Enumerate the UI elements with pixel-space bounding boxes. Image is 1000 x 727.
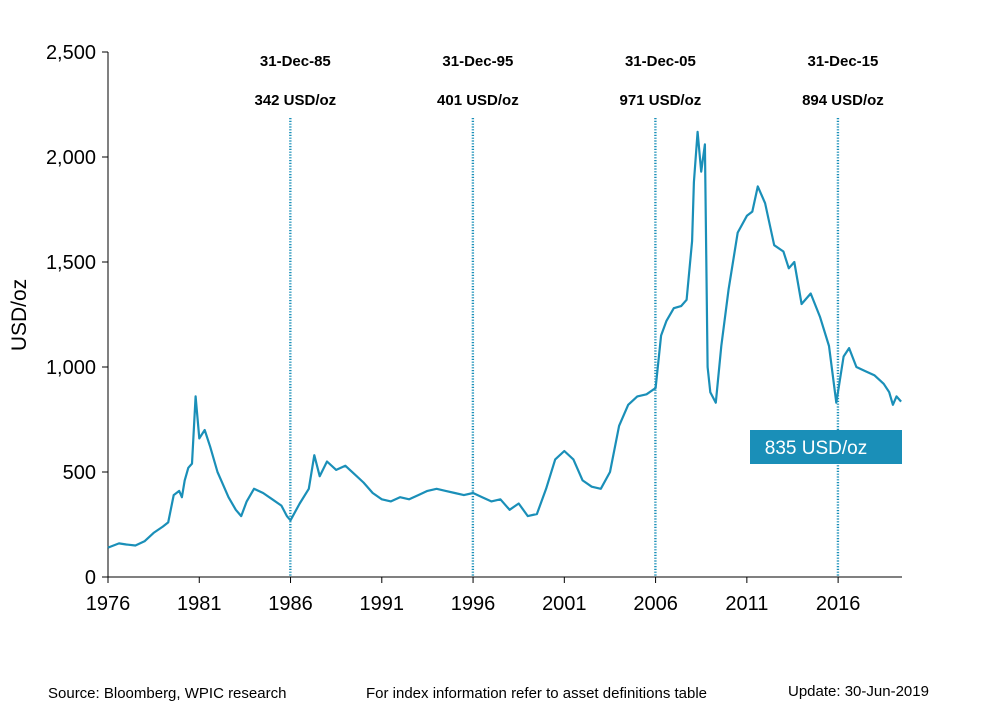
y-tick-label: 2,500 xyxy=(46,42,96,64)
annotation-value: 401 USD/oz xyxy=(437,92,519,109)
y-tick-label: 0 xyxy=(85,567,96,589)
annotation-date: 31-Dec-05 xyxy=(625,53,696,70)
x-tick-label: 2006 xyxy=(633,593,678,615)
x-tick-label: 1981 xyxy=(177,593,222,615)
x-tick-label: 1986 xyxy=(268,593,313,615)
y-tick-label: 1,500 xyxy=(46,252,96,274)
footer-source: Source: Bloomberg, WPIC research xyxy=(48,685,287,702)
annotation-value: 971 USD/oz xyxy=(620,92,702,109)
annotation-date: 31-Dec-15 xyxy=(807,53,878,70)
last-value-label: 835 USD/oz xyxy=(765,438,867,459)
y-axis-label: USD/oz xyxy=(8,279,31,351)
last-value-box xyxy=(750,430,902,464)
annotation-date: 31-Dec-85 xyxy=(260,53,331,70)
y-tick-label: 1,000 xyxy=(46,357,96,379)
y-tick-label: 2,000 xyxy=(46,147,96,169)
x-tick-label: 1996 xyxy=(451,593,496,615)
annotation-value: 894 USD/oz xyxy=(802,92,884,109)
annotation-date: 31-Dec-95 xyxy=(442,53,513,70)
x-tick-label: 2001 xyxy=(542,593,587,615)
price-series-line xyxy=(107,130,902,549)
y-tick-label: 500 xyxy=(63,462,96,484)
footer-note: For index information refer to asset def… xyxy=(366,685,708,702)
x-tick-label: 2016 xyxy=(816,593,861,615)
annotation-value: 342 USD/oz xyxy=(254,92,336,109)
footer-update: Update: 30-Jun-2019 xyxy=(788,683,929,700)
x-tick-label: 2011 xyxy=(725,593,768,615)
x-tick-label: 1976 xyxy=(86,593,131,615)
x-tick-label: 1991 xyxy=(360,593,405,615)
